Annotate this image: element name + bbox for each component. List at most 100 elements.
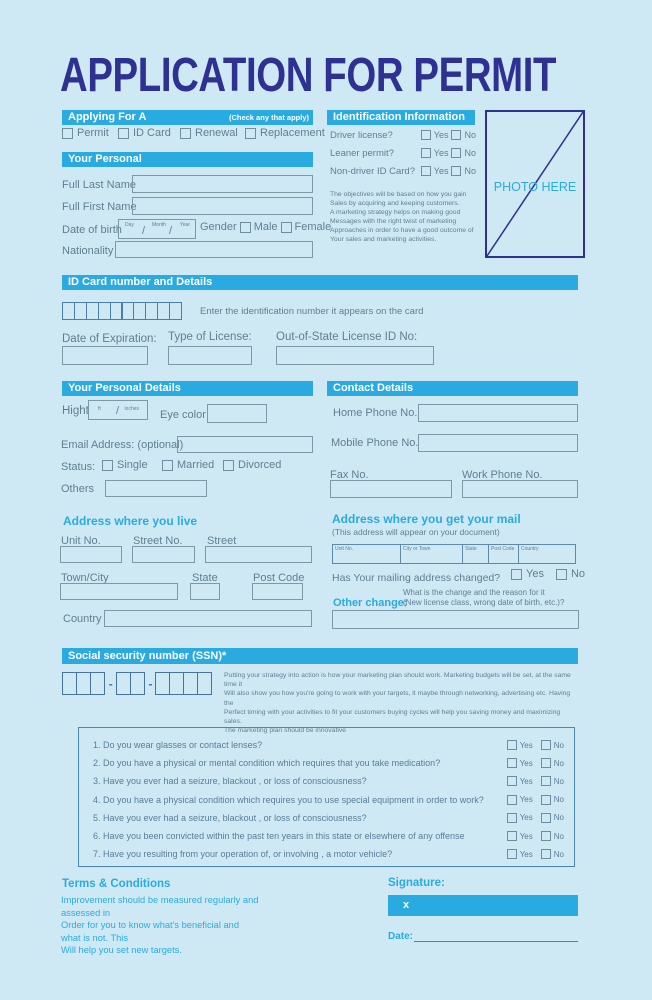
checkbox-leaner-permit-no[interactable]: [451, 148, 462, 158]
checkbox-mailing-changed-no[interactable]: [555, 568, 567, 580]
height-slash: /: [116, 405, 120, 417]
license-type-field[interactable]: [168, 346, 252, 365]
checkbox-non-driver-yes[interactable]: [420, 166, 431, 176]
dob-field[interactable]: Day Month Year / /: [118, 219, 196, 239]
street-label: Street: [207, 535, 237, 547]
photo-box[interactable]: PHOTO HERE: [485, 110, 585, 258]
checkbox-id-card[interactable]: [118, 127, 129, 139]
work-phone-field[interactable]: [462, 480, 578, 498]
status-option-divorced: Divorced: [223, 459, 281, 471]
checkbox-q3-yes[interactable]: [506, 776, 517, 787]
checkbox-q6-no[interactable]: [540, 831, 551, 842]
checkbox-q4-yes[interactable]: [506, 794, 517, 805]
home-phone-label: Home Phone No.: [333, 407, 418, 419]
checkbox-q4-no[interactable]: [540, 794, 551, 805]
height-inches-unit: inches: [124, 406, 139, 412]
height-field[interactable]: ft inches /: [88, 400, 148, 420]
question-7-text: 7. Have you resulting from your operatio…: [93, 849, 393, 860]
question-row-3: 3. Have you ever had a seizure, blackout…: [93, 772, 564, 790]
checkbox-married[interactable]: [162, 459, 173, 471]
question-row-4: 4. Do you have a physical condition whic…: [93, 791, 564, 809]
ssn-cells[interactable]: - -: [61, 672, 213, 695]
post-code-field[interactable]: [252, 583, 303, 600]
checkbox-q3-no[interactable]: [540, 776, 551, 787]
expiration-field[interactable]: [62, 346, 148, 365]
checkbox-driver-license-yes[interactable]: [420, 130, 431, 140]
yes-label: Yes: [433, 148, 449, 158]
checkbox-q1-yes[interactable]: [506, 740, 517, 751]
checkbox-replacement[interactable]: [245, 127, 256, 139]
non-driver-id-label: Non-driver ID Card?: [330, 165, 415, 177]
email-field[interactable]: [177, 436, 313, 453]
country-field[interactable]: [104, 610, 312, 627]
mail-address-table[interactable]: Unit No. City or Town State Post Code Co…: [332, 544, 576, 564]
checkbox-q2-no[interactable]: [540, 758, 551, 769]
identification-note: The objectives will be based on how you …: [330, 191, 474, 243]
out-of-state-field[interactable]: [276, 346, 434, 365]
diagonal-line-icon: [487, 112, 583, 256]
checkbox-q7-yes[interactable]: [506, 849, 517, 860]
mobile-phone-field[interactable]: [418, 434, 578, 452]
license-type-label: Type of License:: [168, 331, 252, 343]
checkbox-q5-no[interactable]: [540, 812, 551, 823]
first-name-field[interactable]: [132, 197, 313, 215]
mail-post-code-header: Post Code: [491, 546, 515, 552]
checkbox-q6-yes[interactable]: [506, 831, 517, 842]
other-change-label: Other change:: [333, 597, 408, 609]
section-ssn-title: Social security number (SSN)*: [68, 650, 227, 662]
mail-state-cell[interactable]: State: [462, 544, 489, 564]
fax-field[interactable]: [330, 480, 452, 498]
mail-city-cell[interactable]: City or Town: [400, 544, 463, 564]
no-label: No: [553, 795, 564, 805]
mail-country-cell[interactable]: Country: [518, 544, 576, 564]
replacement-label: Replacement: [260, 127, 325, 139]
questions-box: 1. Do you wear glasses or contact lenses…: [78, 727, 575, 867]
applying-option-renewal: Renewal: [180, 127, 238, 139]
checkbox-q1-no[interactable]: [540, 740, 551, 751]
driver-license-row: Driver license? Yes No: [330, 126, 476, 144]
question-4-text: 4. Do you have a physical condition whic…: [93, 794, 484, 805]
mail-post-code-cell[interactable]: Post Code: [488, 544, 519, 564]
nationality-label: Nationality: [62, 245, 114, 257]
checkbox-female[interactable]: [280, 221, 292, 233]
checkbox-non-driver-no[interactable]: [451, 166, 462, 176]
eye-color-field[interactable]: [207, 404, 267, 423]
question-3-text: 3. Have you ever had a seizure, blackout…: [93, 776, 367, 787]
date-field[interactable]: [414, 941, 578, 942]
checkbox-divorced[interactable]: [223, 459, 234, 471]
gender-row: Gender Male Female: [200, 221, 331, 233]
mail-unit-cell[interactable]: Unit No.: [332, 544, 401, 564]
checkbox-driver-license-no[interactable]: [451, 130, 462, 140]
street-no-field[interactable]: [132, 546, 195, 563]
checkbox-male[interactable]: [239, 221, 251, 233]
checkbox-permit[interactable]: [62, 127, 73, 139]
section-personal-details-title: Your Personal Details: [68, 382, 181, 394]
state-field[interactable]: [190, 583, 220, 600]
checkbox-mailing-changed-yes[interactable]: [511, 568, 522, 580]
question-5-text: 5. Have you ever had a seizure, blackout…: [93, 812, 367, 823]
unit-no-field[interactable]: [60, 546, 122, 563]
applying-option-id-card: ID Card: [118, 127, 171, 139]
other-change-field[interactable]: [332, 610, 579, 629]
others-field[interactable]: [105, 480, 207, 497]
checkbox-leaner-permit-yes[interactable]: [420, 148, 431, 158]
home-phone-field[interactable]: [418, 404, 578, 422]
signature-label: Signature:: [388, 877, 445, 889]
checkbox-q5-yes[interactable]: [506, 812, 517, 823]
checkbox-renewal[interactable]: [180, 127, 191, 139]
checkbox-q2-yes[interactable]: [506, 758, 517, 769]
checkbox-q7-no[interactable]: [540, 849, 551, 860]
non-driver-id-row: Non-driver ID Card? Yes No: [330, 162, 476, 180]
signature-field[interactable]: x: [388, 895, 578, 916]
town-city-field[interactable]: [60, 583, 178, 600]
street-field[interactable]: [205, 546, 312, 563]
nationality-field[interactable]: [115, 241, 313, 258]
section-applying-title: Applying For A: [68, 111, 147, 123]
checkbox-single[interactable]: [102, 459, 113, 471]
id-number-cells[interactable]: [61, 302, 183, 320]
dob-month-unit: Month: [152, 222, 166, 228]
others-label: Others: [61, 483, 95, 495]
no-label: No: [553, 831, 564, 841]
mail-country-header: Country: [521, 546, 539, 552]
last-name-field[interactable]: [132, 175, 313, 193]
